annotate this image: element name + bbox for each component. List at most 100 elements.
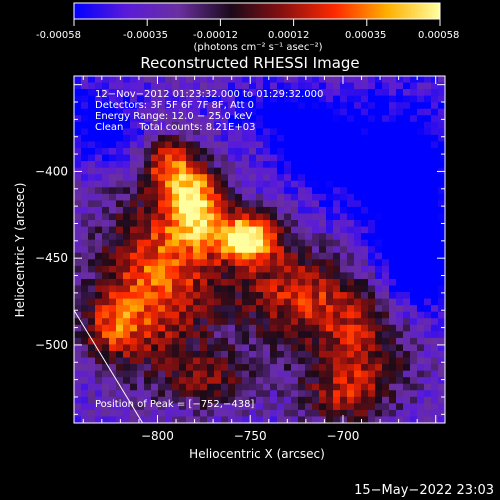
heatmap-cell: [396, 305, 404, 313]
heatmap-cell: [431, 154, 439, 162]
heatmap-cell: [221, 141, 229, 149]
heatmap-cell: [116, 200, 124, 208]
heatmap-cell: [340, 76, 348, 84]
heatmap-cell: [333, 108, 341, 116]
heatmap-cell: [396, 265, 404, 274]
heatmap-cell: [277, 265, 285, 274]
heatmap-cell: [88, 357, 96, 365]
heatmap-cell: [298, 383, 306, 391]
heatmap-cell: [403, 206, 411, 215]
heatmap-cell: [375, 233, 383, 241]
heatmap-cell: [396, 180, 404, 188]
heatmap-cell: [256, 148, 264, 156]
heatmap-cell: [74, 396, 82, 404]
heatmap-cell: [417, 76, 425, 84]
heatmap-cell: [186, 390, 194, 398]
heatmap-cell: [361, 246, 369, 254]
heatmap-cell: [263, 134, 271, 143]
heatmap-cell: [221, 200, 229, 208]
heatmap-cell: [81, 416, 89, 423]
heatmap-cell: [200, 206, 208, 215]
heatmap-cell: [403, 278, 411, 287]
heatmap-cell: [298, 121, 306, 129]
heatmap-cell: [263, 239, 271, 247]
heatmap-cell: [214, 357, 222, 365]
heatmap-cell: [221, 213, 229, 221]
heatmap-cell: [305, 233, 313, 241]
heatmap-cell: [368, 383, 376, 391]
heatmap-cell: [347, 134, 355, 143]
heatmap-cell: [95, 252, 103, 260]
heatmap-cell: [207, 89, 215, 97]
heatmap-cell: [165, 226, 173, 234]
heatmap-cell: [291, 121, 299, 129]
heatmap-cell: [403, 161, 411, 169]
heatmap-cell: [312, 187, 320, 195]
heatmap-cell: [137, 324, 145, 332]
heatmap-cell: [235, 272, 243, 280]
heatmap-cell: [193, 193, 201, 201]
heatmap-cell: [172, 350, 180, 359]
heatmap-cell: [340, 364, 348, 372]
heatmap-cell: [221, 154, 229, 162]
heatmap-cell: [347, 115, 355, 123]
heatmap-cell: [270, 233, 278, 241]
heatmap-cell: [389, 200, 397, 208]
heatmap-cell: [228, 121, 236, 129]
heatmap-cell: [326, 285, 334, 293]
heatmap-cell: [144, 311, 152, 319]
heatmap-cell: [270, 76, 278, 84]
heatmap-cell: [270, 180, 278, 188]
heatmap-cell: [319, 141, 327, 149]
heatmap-cell: [186, 331, 194, 339]
heatmap-cell: [109, 364, 117, 372]
heatmap-cell: [333, 154, 341, 162]
heatmap-cell: [207, 370, 215, 378]
heatmap-cell: [298, 416, 306, 423]
heatmap-cell: [431, 89, 439, 97]
heatmap-cell: [291, 167, 299, 175]
x-tick-label: −750: [234, 429, 267, 443]
heatmap-cell: [389, 259, 397, 267]
heatmap-cell: [431, 285, 439, 293]
heatmap-cell: [256, 121, 264, 129]
heatmap-cell: [354, 226, 362, 234]
heatmap-cell: [424, 409, 432, 418]
heatmap-cell: [158, 272, 166, 280]
heatmap-cell: [424, 383, 432, 391]
heatmap-cell: [403, 305, 411, 313]
heatmap-cell: [151, 193, 159, 201]
heatmap-cell: [347, 239, 355, 247]
heatmap-cell: [165, 141, 173, 149]
heatmap-cell: [298, 265, 306, 274]
heatmap-cell: [193, 305, 201, 313]
heatmap-cell: [410, 161, 418, 169]
heatmap-cell: [347, 200, 355, 208]
heatmap-cell: [361, 89, 369, 97]
heatmap-cell: [179, 193, 187, 201]
heatmap-cell: [417, 357, 425, 365]
heatmap-cell: [144, 390, 152, 398]
heatmap-cell: [270, 95, 278, 103]
heatmap-cell: [431, 187, 439, 195]
heatmap-cell: [312, 95, 320, 103]
heatmap-cell: [193, 390, 201, 398]
heatmap-cell: [417, 396, 425, 404]
heatmap-cell: [431, 95, 439, 103]
heatmap-cell: [403, 220, 411, 228]
heatmap-cell: [438, 213, 445, 221]
heatmap-cell: [298, 259, 306, 267]
heatmap-cell: [375, 89, 383, 97]
heatmap-cell: [123, 148, 131, 156]
heatmap-cell: [228, 292, 236, 300]
heatmap-cell: [368, 311, 376, 319]
heatmap-cell: [179, 298, 187, 306]
heatmap-cell: [375, 383, 383, 391]
heatmap-cell: [347, 233, 355, 241]
heatmap-cell: [291, 102, 299, 110]
heatmap-cell: [144, 239, 152, 247]
heatmap-cell: [151, 377, 159, 385]
heatmap-cell: [228, 233, 236, 241]
heatmap-cell: [95, 383, 103, 391]
heatmap-cell: [354, 311, 362, 319]
